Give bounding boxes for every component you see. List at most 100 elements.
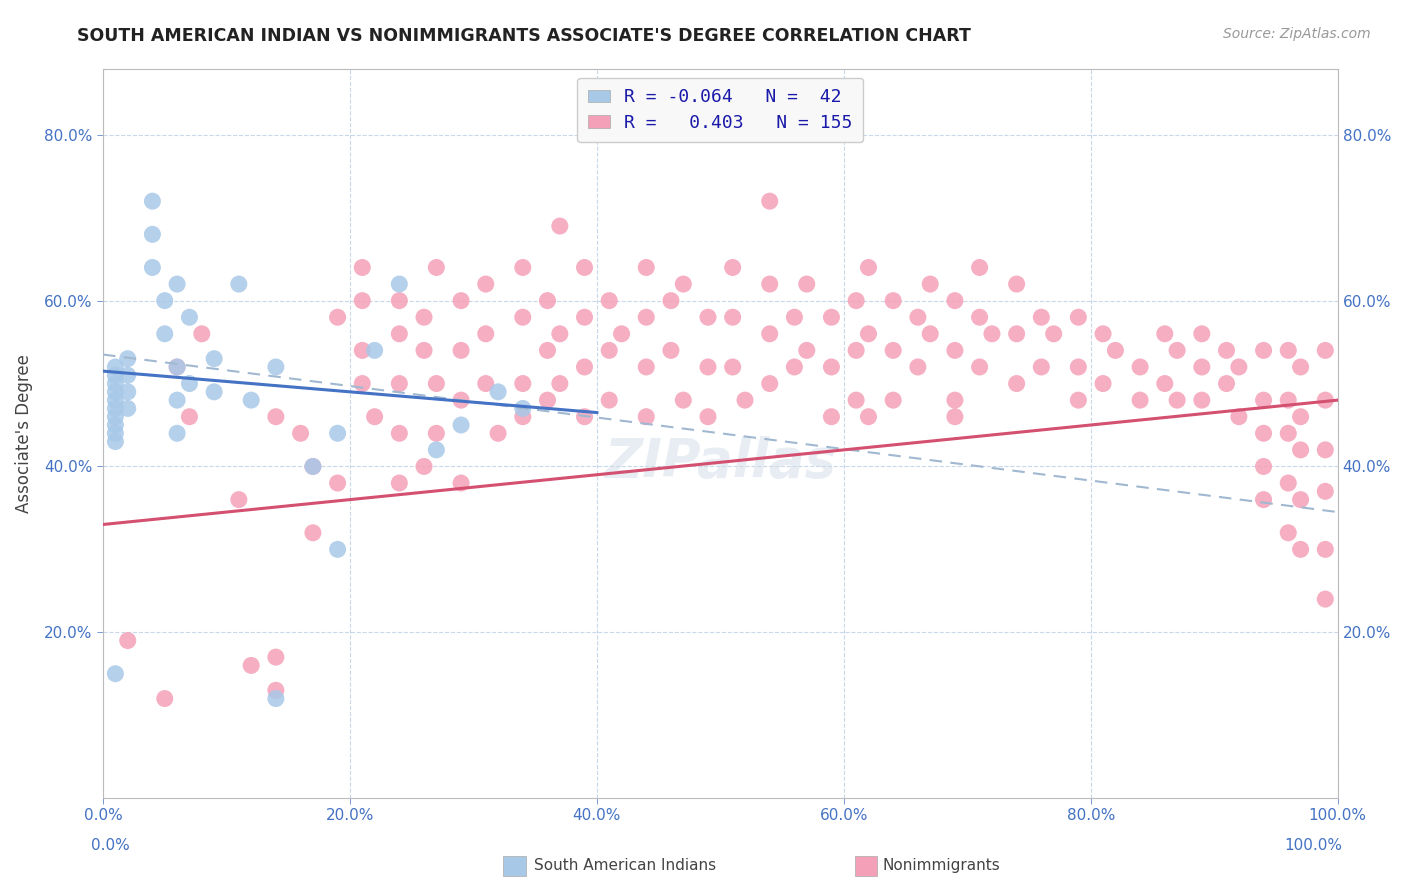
Point bbox=[326, 310, 349, 325]
Point bbox=[1277, 343, 1299, 358]
Point bbox=[1289, 409, 1312, 424]
Point bbox=[969, 310, 991, 325]
Point bbox=[153, 691, 176, 706]
Point bbox=[1227, 409, 1250, 424]
Point bbox=[141, 194, 163, 209]
Point bbox=[1031, 310, 1053, 325]
Point bbox=[1067, 359, 1090, 374]
Point bbox=[548, 219, 571, 233]
Point bbox=[845, 293, 868, 308]
Point bbox=[228, 277, 250, 291]
Point bbox=[845, 343, 868, 358]
Point bbox=[1215, 343, 1237, 358]
Point bbox=[943, 343, 966, 358]
Point bbox=[388, 293, 411, 308]
Point bbox=[363, 343, 385, 358]
Point bbox=[1092, 326, 1115, 341]
Point bbox=[1253, 492, 1275, 507]
Point bbox=[104, 409, 127, 424]
Point bbox=[820, 310, 842, 325]
Point bbox=[536, 343, 558, 358]
Point bbox=[425, 376, 447, 391]
Point bbox=[117, 351, 139, 366]
Point bbox=[352, 260, 374, 275]
Point bbox=[672, 277, 695, 291]
Point bbox=[191, 326, 214, 341]
Point bbox=[920, 326, 942, 341]
Point bbox=[240, 658, 263, 673]
Point bbox=[907, 359, 929, 374]
Point bbox=[1005, 326, 1028, 341]
Point bbox=[352, 293, 374, 308]
Point bbox=[117, 633, 139, 648]
Point bbox=[1315, 442, 1337, 457]
Point bbox=[1253, 426, 1275, 441]
Point bbox=[1315, 484, 1337, 499]
Point bbox=[820, 359, 842, 374]
Point bbox=[1315, 343, 1337, 358]
Point bbox=[943, 293, 966, 308]
Point bbox=[882, 393, 904, 408]
Point bbox=[1289, 492, 1312, 507]
Point bbox=[388, 476, 411, 491]
Point bbox=[858, 260, 880, 275]
Point bbox=[598, 293, 620, 308]
Point bbox=[153, 293, 176, 308]
Point bbox=[166, 277, 188, 291]
Point bbox=[1067, 310, 1090, 325]
Point bbox=[907, 310, 929, 325]
Point bbox=[117, 384, 139, 399]
Point bbox=[450, 393, 472, 408]
Point bbox=[796, 277, 818, 291]
Point bbox=[450, 417, 472, 432]
Point bbox=[166, 359, 188, 374]
Point bbox=[758, 277, 780, 291]
Point bbox=[858, 326, 880, 341]
Point bbox=[882, 293, 904, 308]
Point bbox=[659, 343, 682, 358]
Point bbox=[574, 409, 596, 424]
Point bbox=[1227, 359, 1250, 374]
Point bbox=[1191, 359, 1213, 374]
Point bbox=[104, 417, 127, 432]
Point bbox=[1129, 393, 1152, 408]
Point bbox=[179, 310, 201, 325]
Text: Nonimmigrants: Nonimmigrants bbox=[883, 858, 1001, 872]
Point bbox=[290, 426, 312, 441]
Point bbox=[1277, 476, 1299, 491]
Point bbox=[1166, 393, 1188, 408]
Point bbox=[1191, 393, 1213, 408]
Point bbox=[326, 426, 349, 441]
Point bbox=[264, 691, 287, 706]
Point bbox=[574, 310, 596, 325]
Point bbox=[141, 260, 163, 275]
Point bbox=[512, 260, 534, 275]
Point bbox=[845, 393, 868, 408]
Point bbox=[548, 326, 571, 341]
Point bbox=[574, 359, 596, 374]
Point bbox=[425, 442, 447, 457]
Point bbox=[1191, 326, 1213, 341]
Point bbox=[1315, 592, 1337, 607]
Point bbox=[450, 293, 472, 308]
Point bbox=[820, 409, 842, 424]
Point bbox=[153, 326, 176, 341]
Point bbox=[969, 260, 991, 275]
Point bbox=[920, 277, 942, 291]
Point bbox=[672, 393, 695, 408]
Point bbox=[1289, 542, 1312, 557]
Point bbox=[636, 310, 658, 325]
Point bbox=[610, 326, 633, 341]
Point bbox=[659, 293, 682, 308]
Point bbox=[1277, 426, 1299, 441]
Point bbox=[486, 426, 509, 441]
Point bbox=[117, 368, 139, 383]
Point bbox=[141, 227, 163, 242]
Point bbox=[1092, 376, 1115, 391]
Point bbox=[1253, 343, 1275, 358]
Point bbox=[636, 260, 658, 275]
Point bbox=[758, 376, 780, 391]
Point bbox=[697, 409, 720, 424]
Point bbox=[264, 683, 287, 698]
Point bbox=[104, 376, 127, 391]
